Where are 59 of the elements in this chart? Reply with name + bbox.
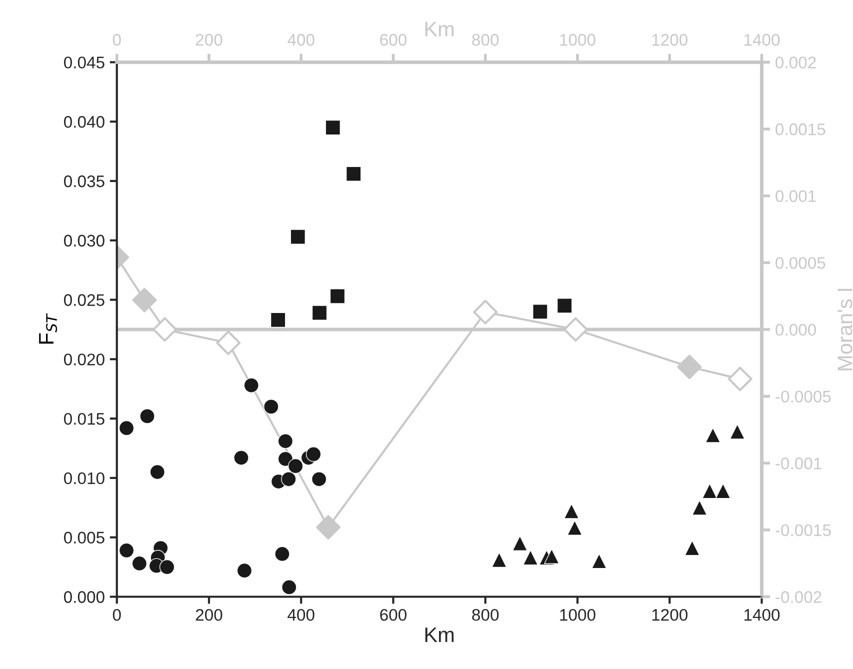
y-tick-label: 0.030 bbox=[64, 234, 104, 247]
point bbox=[730, 424, 745, 440]
point bbox=[512, 536, 528, 551]
point bbox=[702, 483, 718, 499]
point bbox=[567, 520, 582, 536]
y-tick-label: 0.015 bbox=[64, 412, 104, 425]
point bbox=[264, 399, 279, 414]
point bbox=[522, 550, 538, 566]
point bbox=[532, 304, 548, 320]
point bbox=[492, 552, 507, 568]
y-axis-title: F$_{ST}$ bbox=[39, 313, 58, 344]
point bbox=[244, 378, 259, 393]
point bbox=[118, 542, 134, 558]
y-tick-label: 0.000 bbox=[64, 591, 104, 603]
x-tick-label: 1400 bbox=[744, 608, 780, 621]
y-tick-label: 0.040 bbox=[64, 116, 104, 128]
x-tick-label: 600 bbox=[380, 608, 406, 621]
point bbox=[282, 580, 297, 595]
point bbox=[306, 446, 322, 462]
y-tick-label: 0.035 bbox=[64, 175, 104, 188]
point bbox=[118, 420, 134, 436]
point bbox=[278, 451, 294, 467]
point bbox=[325, 120, 341, 136]
y-tick-label: 0.045 bbox=[64, 56, 104, 68]
point bbox=[290, 229, 306, 244]
y-tick-label: 0.025 bbox=[64, 294, 104, 306]
point bbox=[591, 553, 607, 569]
point bbox=[544, 548, 560, 564]
y-tick-label: 0.010 bbox=[64, 472, 104, 484]
point bbox=[288, 458, 304, 474]
x-tick-label: 200 bbox=[196, 608, 222, 621]
point bbox=[132, 556, 148, 572]
point bbox=[278, 434, 294, 449]
point bbox=[236, 562, 252, 578]
point bbox=[705, 428, 721, 443]
point bbox=[564, 504, 580, 519]
point bbox=[330, 288, 346, 304]
point bbox=[270, 312, 286, 328]
x-tick-label: 0 bbox=[112, 608, 121, 621]
point bbox=[234, 450, 249, 466]
point bbox=[159, 559, 175, 575]
x-tick-label: 1200 bbox=[652, 608, 688, 621]
point bbox=[692, 500, 708, 516]
x-tick-label: 1000 bbox=[560, 608, 596, 621]
point bbox=[281, 472, 296, 487]
point bbox=[684, 540, 700, 556]
point bbox=[311, 472, 327, 487]
point bbox=[556, 298, 572, 314]
x-tick-label: 800 bbox=[472, 608, 499, 621]
point bbox=[715, 483, 731, 499]
point bbox=[274, 546, 290, 562]
point bbox=[140, 408, 155, 424]
y-tick-label: 0.020 bbox=[64, 354, 104, 366]
point bbox=[150, 464, 166, 480]
x-tick-label: 400 bbox=[288, 608, 314, 621]
point bbox=[312, 305, 328, 320]
x-axis-title: Km bbox=[425, 628, 454, 642]
y-tick-label: 0.005 bbox=[64, 532, 104, 544]
point bbox=[346, 166, 362, 182]
